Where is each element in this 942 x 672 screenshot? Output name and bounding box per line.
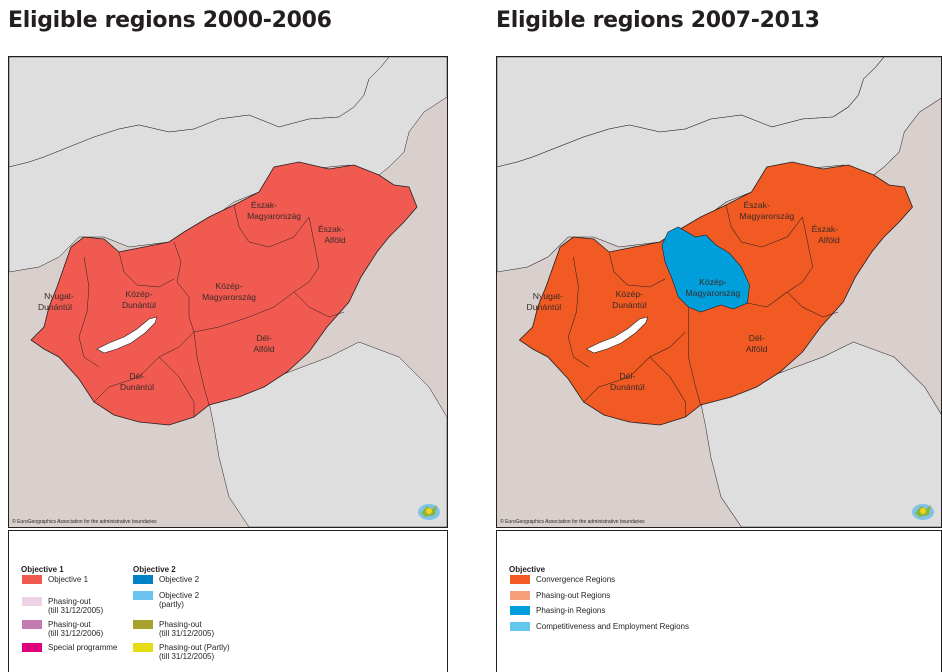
objective2-legend-item: Phasing-out (till 31/12/2005) xyxy=(133,620,214,638)
label-kozep-magyarorszag-2: Magyarország xyxy=(202,292,256,302)
legend-label: Objective 2 (partly) xyxy=(159,591,200,609)
label-nyugat-dunantul-r: Nyugat- xyxy=(533,291,563,301)
label-kozep-dunantul-r: Közép- xyxy=(616,289,644,299)
legend-swatch xyxy=(22,597,42,606)
objective-legend-item: Phasing-in Regions xyxy=(510,606,605,615)
right-map-svg: Észak- Magyarország Észak- Alföld Közép-… xyxy=(497,57,941,527)
label-del-dunantul-2: Dunántúl xyxy=(120,382,154,392)
serbia-area-r xyxy=(700,341,941,527)
objective-legend-item: Competitiveness and Employment Regions xyxy=(510,621,689,631)
label-kozep-dunantul: Közép- xyxy=(126,289,153,299)
legend-label: Phasing-out Regions xyxy=(536,590,611,600)
slovakia-area-r xyxy=(497,57,941,273)
legend-swatch xyxy=(22,620,42,629)
label-kozep-magyarorszag-r2: Magyarország xyxy=(685,288,740,298)
legend-label: Phasing-out (till 31/12/2005) xyxy=(48,597,104,615)
objective2-legend-item: Objective 2 (partly) xyxy=(133,591,199,609)
right-legend: Objective Convergence Regions Phasing-out… xyxy=(496,530,942,672)
left-map-title: Eligible regions 2000-2006 xyxy=(8,8,332,33)
label-nyugat-dunantul-2: Dunántúl xyxy=(38,302,72,312)
legend-label: Phasing-out (till 31/12/2006) xyxy=(48,620,104,638)
legend-swatch xyxy=(133,643,153,652)
objective2-legend-item: Phasing-out (Partly) (till 31/12/2005) xyxy=(133,643,230,661)
label-kozep-magyarorszag: Közép- xyxy=(216,281,243,291)
right-map-title: Eligible regions 2007-2013 xyxy=(496,8,820,33)
left-map-credit: © EuroGeographics Association for the ad… xyxy=(12,519,157,525)
label-eszak-alfold-2: Alföld xyxy=(324,235,346,245)
objective-legend-item: Convergence Regions xyxy=(510,575,615,584)
label-eszak-alfold: Észak- xyxy=(318,224,344,234)
legend-swatch xyxy=(510,606,530,615)
lake-balaton xyxy=(96,316,158,354)
objective1-legend-item: Phasing-out (till 31/12/2005) xyxy=(22,597,103,615)
label-nyugat-dunantul-r2: Dunántúl xyxy=(527,302,562,312)
legend-swatch xyxy=(133,591,153,600)
left-map-svg: Észak- Magyarország Észak- Alföld Közép-… xyxy=(9,57,447,527)
label-del-dunantul: Dél- xyxy=(129,371,145,381)
eu-logo-icon xyxy=(418,504,440,520)
legend-label: Phasing-out (till 31/12/2005) xyxy=(159,620,215,638)
right-map: Észak- Magyarország Észak- Alföld Közép-… xyxy=(496,56,942,528)
label-eszak-magyarorszag-2: Magyarország xyxy=(247,211,301,221)
legend-swatch xyxy=(510,621,530,631)
legend-label: Convergence Regions xyxy=(536,575,616,584)
legend-label: Objective 2 xyxy=(159,575,200,584)
legend-objective1-heading: Objective 1 xyxy=(21,565,64,574)
slovakia-area xyxy=(9,57,447,273)
right-map-credit: © EuroGeographics Association for the ad… xyxy=(500,519,645,525)
label-kozep-dunantul-2: Dunántúl xyxy=(122,300,156,310)
label-eszak-magyarorszag-r2: Magyarország xyxy=(739,211,794,221)
lake-balaton-r xyxy=(585,316,649,354)
kozep-magyarorszag-region xyxy=(661,226,750,313)
label-del-dunantul-r: Dél- xyxy=(619,371,635,381)
label-eszak-alfold-r2: Alföld xyxy=(818,235,840,245)
objective1-legend-item: Phasing-out (till 31/12/2006) xyxy=(22,620,103,638)
label-eszak-magyarorszag: Észak- xyxy=(251,200,277,210)
legend-swatch xyxy=(22,575,42,584)
label-eszak-magyarorszag-r: Észak- xyxy=(743,200,770,210)
hungary-shape xyxy=(30,161,418,426)
legend-objective-heading: Objective xyxy=(509,565,546,574)
serbia-area xyxy=(208,341,447,527)
label-eszak-alfold-r: Észak- xyxy=(812,224,839,234)
label-kozep-dunantul-r2: Dunántúl xyxy=(612,300,647,310)
legend-swatch xyxy=(133,575,153,584)
label-del-alfold-r: Dél- xyxy=(749,333,765,343)
legend-swatch xyxy=(22,643,42,652)
legend-swatch xyxy=(510,575,530,584)
left-region-labels: Észak- Magyarország Észak- Alföld Közép-… xyxy=(38,200,346,392)
legend-label: Phasing-out (Partly) (till 31/12/2005) xyxy=(159,643,230,661)
objective2-legend-item: Objective 2 xyxy=(133,575,199,584)
left-map: Észak- Magyarország Észak- Alföld Közép-… xyxy=(8,56,448,528)
legend-label: Phasing-in Regions xyxy=(536,606,606,615)
legend-label: Special programme xyxy=(48,643,118,652)
objective-legend-item: Phasing-out Regions xyxy=(510,590,611,600)
eu-logo-icon xyxy=(912,504,934,520)
label-del-alfold-2: Alföld xyxy=(253,344,275,354)
legend-objective2-heading: Objective 2 xyxy=(133,565,176,574)
legend-label: Objective 1 xyxy=(48,575,89,584)
legend-label: Competitiveness and Employment Regions xyxy=(536,621,689,631)
label-del-alfold: Dél- xyxy=(256,333,272,343)
left-legend: Objective 1 Objective 2 Objective 1 Phasi… xyxy=(8,530,448,672)
legend-swatch xyxy=(133,620,153,629)
right-region-labels: Észak- Magyarország Észak- Alföld Közép-… xyxy=(527,200,840,392)
legend-swatch xyxy=(510,590,530,600)
label-kozep-magyarorszag-r: Közép- xyxy=(699,277,727,287)
objective1-legend-item: Objective 1 xyxy=(22,575,88,584)
region-borders xyxy=(78,204,345,417)
label-del-alfold-r2: Alföld xyxy=(746,344,768,354)
region-borders-r xyxy=(568,204,839,417)
label-nyugat-dunantul: Nyugat- xyxy=(44,291,74,301)
label-del-dunantul-r2: Dunántúl xyxy=(610,382,645,392)
objective1-legend-item: Special programme xyxy=(22,643,117,652)
